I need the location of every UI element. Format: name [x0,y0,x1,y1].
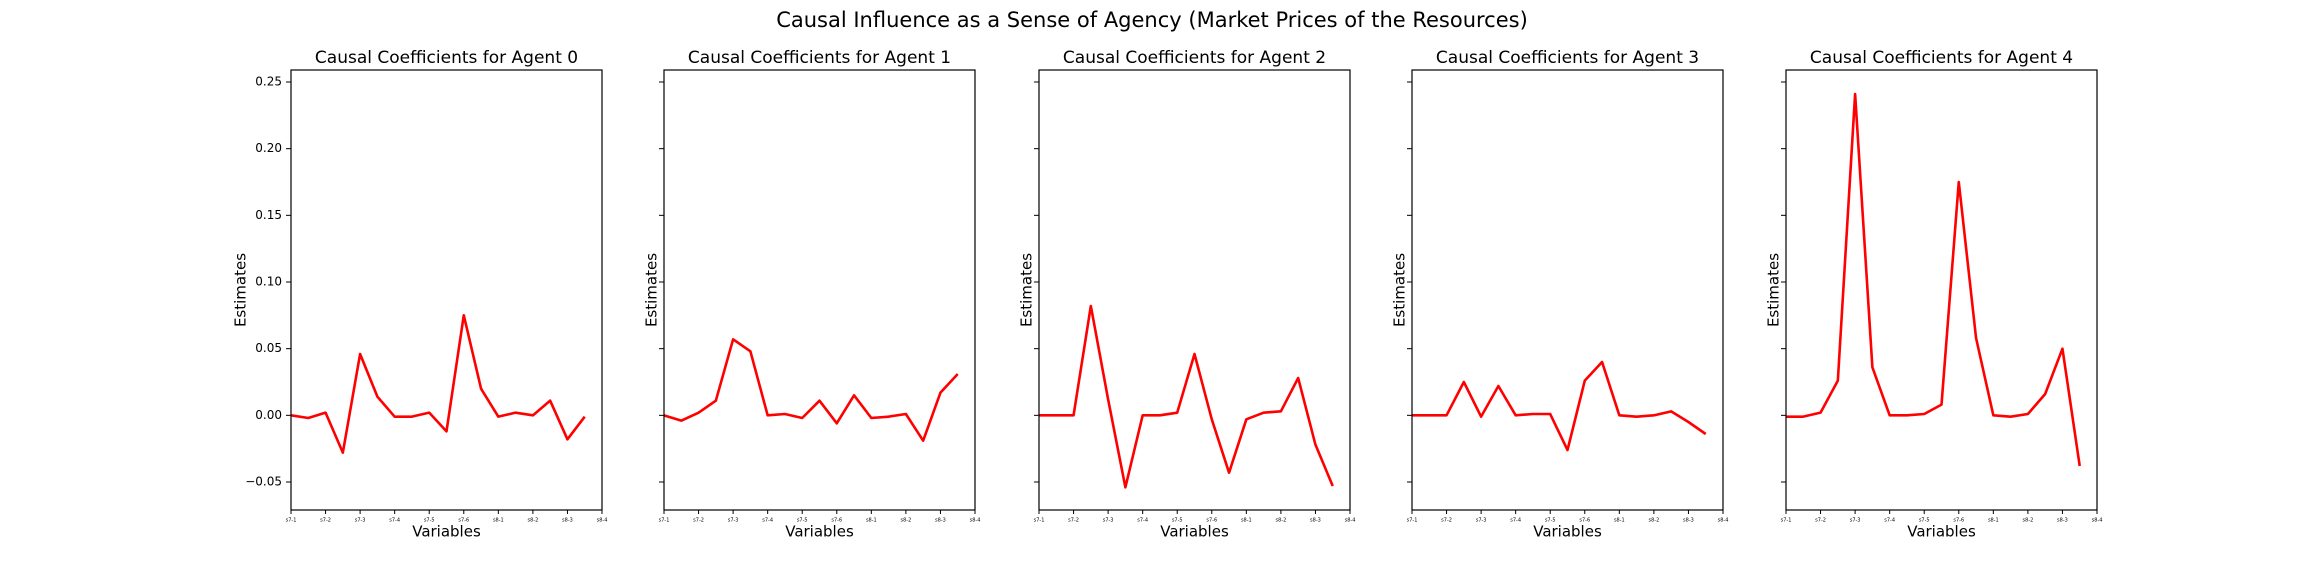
x-tick-label: s8-2 [527,518,538,524]
axes-title: Causal Coefficients for Agent 4 [1810,48,2073,68]
x-tick-label: s7-3 [1476,518,1487,524]
x-tick-label: s8-1 [1614,518,1625,524]
y-axis-label: Estimates [1391,253,1409,327]
axes-title: Causal Coefficients for Agent 0 [315,48,578,68]
series-line [290,314,586,454]
x-tick-label: s7-5 [1172,518,1183,524]
x-tick-label: s8-3 [935,518,946,524]
x-tick-label: s7-2 [1815,518,1826,524]
x-tick-label: s8-3 [1683,518,1694,524]
x-tick-label: s7-4 [1884,518,1895,524]
x-tick-label: s8-3 [1310,518,1321,524]
x-tick-label: s7-4 [1510,518,1521,524]
x-tick-label: s7-3 [355,518,366,524]
x-tick-label: s7-2 [1441,518,1452,524]
x-tick-label: s7-5 [424,518,435,524]
x-tick-label: s7-5 [797,518,808,524]
axes-title: Causal Coefficients for Agent 3 [1436,48,1699,68]
figure-title: Causal Influence as a Sense of Agency (M… [776,8,1528,32]
x-tick-label: s7-1 [659,518,670,524]
y-tick-label: −0.05 [245,475,282,489]
x-tick-label: s7-2 [693,518,704,524]
axes-title: Causal Coefficients for Agent 2 [1063,48,1326,68]
x-tick-label: s8-3 [2057,518,2068,524]
x-tick-label: s7-3 [728,518,739,524]
y-axis-label: Estimates [1018,253,1036,327]
x-tick-label: s8-4 [2092,518,2103,524]
x-tick-label: s8-1 [1988,518,1999,524]
y-tick-label: 0.15 [255,208,282,222]
x-tick-label: s7-1 [1034,518,1045,524]
x-tick-label: s7-6 [1206,518,1217,524]
x-tick-label: s8-2 [2022,518,2033,524]
y-axis-label: Estimates [1765,253,1783,327]
axes-frame [663,69,976,511]
x-tick-label: s8-1 [493,518,504,524]
x-tick-label: s8-1 [866,518,877,524]
x-tick-label: s8-3 [562,518,573,524]
x-tick-label: s8-4 [597,518,608,524]
x-tick-label: s8-4 [1718,518,1729,524]
y-axis-label: Estimates [643,253,661,327]
x-tick-label: s8-1 [1241,518,1252,524]
x-tick-label: s7-4 [1137,518,1148,524]
x-tick-label: s7-3 [1103,518,1114,524]
y-tick-label: 0.10 [255,275,282,289]
y-tick-label: 0.00 [255,408,282,422]
axes-frame [1411,69,1724,511]
series-line [1412,360,1707,452]
series-line [1786,92,2082,467]
axes-title: Causal Coefficients for Agent 1 [688,48,951,68]
y-tick-label: 0.05 [255,341,282,355]
x-tick-label: s7-5 [1545,518,1556,524]
x-tick-label: s8-4 [1345,518,1356,524]
x-tick-label: s7-1 [286,518,297,524]
x-tick-label: s7-1 [1781,518,1792,524]
x-tick-label: s7-4 [762,518,773,524]
x-tick-label: s8-2 [1275,518,1286,524]
x-axis-label: Variables [1907,523,1976,541]
axes-frame [290,69,603,511]
x-tick-label: s7-4 [389,518,400,524]
x-tick-label: s7-6 [831,518,842,524]
x-axis-label: Variables [785,523,854,541]
y-tick-label: 0.20 [255,141,282,155]
y-axis-label: Estimates [232,253,250,327]
x-tick-label: s7-2 [320,518,331,524]
x-tick-label: s8-2 [900,518,911,524]
x-tick-label: s7-3 [1850,518,1861,524]
x-tick-label: s8-4 [970,518,981,524]
x-tick-label: s8-2 [1648,518,1659,524]
x-axis-label: Variables [1160,523,1229,541]
x-tick-label: s7-5 [1919,518,1930,524]
x-axis-label: Variables [412,523,481,541]
y-tick-label: 0.25 [255,75,282,89]
series-line [663,338,959,442]
x-tick-label: s7-2 [1068,518,1079,524]
series-line [1039,304,1334,489]
x-axis-label: Variables [1533,523,1602,541]
x-tick-label: s7-6 [1953,518,1964,524]
axes-frame [1785,69,2098,511]
x-tick-label: s7-6 [458,518,469,524]
x-tick-label: s7-6 [1579,518,1590,524]
x-tick-label: s7-1 [1407,518,1418,524]
axes-frame [1038,69,1351,511]
